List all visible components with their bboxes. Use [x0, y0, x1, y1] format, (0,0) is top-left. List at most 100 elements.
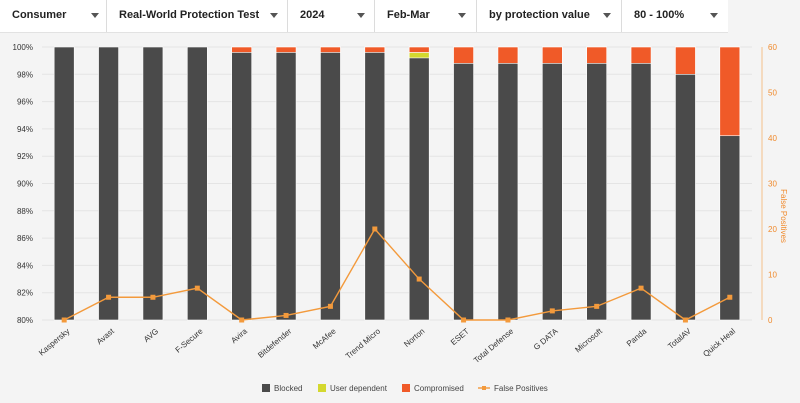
x-axis: Kaspersky Avast AVG F-Secure Avira Bitdefende… [37, 326, 737, 365]
bar-blocked[interactable] [675, 46, 696, 321]
bar-blocked[interactable] [187, 46, 208, 321]
bar-compromised[interactable] [675, 46, 696, 75]
legend-swatch [318, 384, 326, 392]
bar-blocked[interactable] [98, 46, 119, 321]
y-tick-label: 86% [17, 234, 33, 243]
y-tick-label: 98% [17, 70, 33, 79]
bar-compromised[interactable] [542, 46, 563, 64]
x-tick-label: Norton [402, 327, 426, 349]
legend-label[interactable]: User dependent [330, 384, 388, 393]
false-positives-point[interactable] [638, 285, 644, 291]
y-tick-label: 80% [17, 316, 33, 325]
y2-tick-label: 60 [768, 43, 777, 52]
legend-label[interactable]: Blocked [274, 384, 302, 393]
y-tick-label: 96% [17, 98, 33, 107]
bar-compromised[interactable] [364, 46, 386, 53]
period-dropdown-value: Feb-Mar [387, 9, 430, 21]
y2-tick-label: 10 [768, 271, 777, 280]
false-positives-point[interactable] [461, 317, 467, 323]
bar-compromised[interactable] [497, 46, 519, 64]
false-positives-point[interactable] [327, 303, 333, 309]
x-tick-label: G DATA [532, 326, 560, 352]
bar-compromised[interactable] [275, 46, 297, 53]
x-tick-label: Kaspersky [37, 327, 71, 358]
bar-compromised[interactable] [630, 46, 652, 64]
bar-blocked[interactable] [231, 46, 252, 321]
test-type-dropdown[interactable]: Real-World Protection Test [107, 0, 288, 32]
false-positives-point[interactable] [150, 294, 156, 300]
legend-marker [482, 386, 486, 390]
x-tick-label: Avast [95, 326, 117, 346]
legend-swatch [402, 384, 410, 392]
bar-blocked[interactable] [586, 46, 607, 321]
y2-tick-label: 40 [768, 134, 777, 143]
x-tick-label: F-Secure [174, 326, 205, 354]
bar-blocked[interactable] [630, 46, 652, 321]
sort-dropdown[interactable]: by protection value [477, 0, 622, 32]
filter-bar: Consumer Real-World Protection Test 2024… [0, 0, 728, 33]
false-positives-point[interactable] [372, 226, 378, 232]
y-tick-label: 82% [17, 289, 33, 298]
segment-dropdown-value: Consumer [12, 9, 67, 21]
x-tick-label: ESET [449, 327, 471, 347]
test-type-dropdown-value: Real-World Protection Test [119, 9, 260, 21]
false-positives-point[interactable] [106, 294, 112, 300]
false-positives-point[interactable] [549, 308, 555, 314]
bar-compromised[interactable] [719, 46, 741, 137]
y-tick-label: 88% [17, 207, 33, 216]
bar-blocked[interactable] [497, 46, 519, 321]
false-positives-point[interactable] [727, 294, 733, 300]
legend-swatch [262, 384, 270, 392]
x-tick-label: Microsoft [573, 326, 604, 354]
x-tick-label: Trend Micro [344, 326, 383, 360]
bar-compromised[interactable] [453, 46, 474, 64]
false-positives-point[interactable] [594, 303, 600, 309]
false-positives-point[interactable] [239, 317, 245, 323]
false-positives-point[interactable] [416, 276, 422, 282]
false-positives-point[interactable] [194, 285, 200, 291]
false-positives-polyline [63, 227, 731, 321]
bar-blocked[interactable] [275, 46, 297, 321]
period-dropdown[interactable]: Feb-Mar [375, 0, 477, 32]
sort-dropdown-value: by protection value [489, 9, 590, 21]
bar-compromised[interactable] [586, 46, 607, 64]
chevron-down-icon [357, 13, 365, 18]
false-positives-point[interactable] [283, 312, 289, 318]
legend-label[interactable]: False Positives [494, 384, 548, 393]
chevron-down-icon [710, 13, 718, 18]
x-tick-label: AVG [142, 327, 160, 344]
bar-compromised[interactable] [408, 46, 430, 53]
x-tick-label: McAfee [311, 326, 338, 351]
bar-blocked[interactable] [542, 46, 563, 321]
bar-blocked[interactable] [53, 46, 75, 321]
right-axis: 0 10 20 30 40 50 60 [761, 43, 777, 325]
x-tick-label: Bitdefender [256, 326, 293, 359]
legend-label[interactable]: Compromised [414, 384, 464, 393]
chevron-down-icon [458, 13, 466, 18]
false-positives-point[interactable] [61, 317, 67, 323]
bar-blocked[interactable] [364, 46, 386, 321]
segment-dropdown[interactable]: Consumer [0, 0, 107, 32]
y2-tick-label: 0 [768, 316, 773, 325]
protection-chart: 80% 82% 84% 86% 88% 90% 92% 94% 96% 98% 100% 0 10 20… [13, 43, 788, 393]
false-positives-point[interactable] [505, 317, 511, 323]
y-tick-label: 94% [17, 125, 33, 134]
bar-blocked[interactable] [453, 46, 474, 321]
y-tick-label: 84% [17, 261, 33, 270]
year-dropdown[interactable]: 2024 [288, 0, 375, 32]
range-dropdown[interactable]: 80 - 100% [622, 0, 728, 32]
bar-blocked[interactable] [320, 46, 341, 321]
y-tick-label: 90% [17, 180, 33, 189]
chevron-down-icon [270, 13, 278, 18]
false-positives-point[interactable] [682, 317, 688, 323]
bar-compromised[interactable] [231, 46, 252, 53]
bar-user-dependent[interactable] [408, 52, 430, 59]
range-dropdown-value: 80 - 100% [634, 9, 685, 21]
y2-tick-label: 50 [768, 89, 777, 98]
y2-tick-label: 20 [768, 225, 777, 234]
x-tick-label: Quick Heal [701, 326, 737, 358]
bar-blocked[interactable] [142, 46, 164, 321]
bars [53, 46, 741, 321]
bar-compromised[interactable] [320, 46, 341, 53]
false-positives-line [61, 226, 733, 323]
